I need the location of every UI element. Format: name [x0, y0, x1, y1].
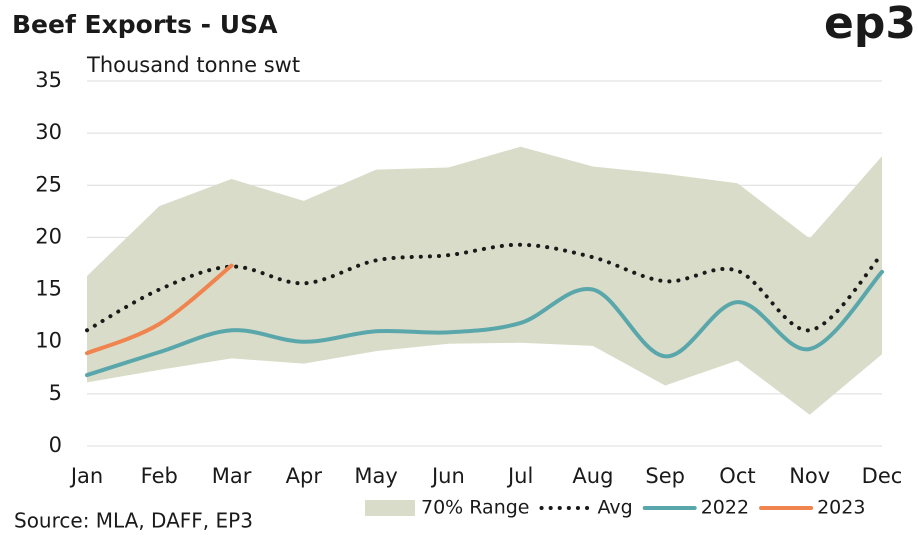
y-tick-label: 0: [49, 433, 62, 457]
source: Source: MLA, DAFF, EP3: [14, 509, 253, 533]
x-tick-label: Dec: [862, 464, 903, 488]
y-tick-label: 10: [35, 329, 62, 353]
x-tick-label: Jul: [506, 464, 533, 488]
chart-title: Beef Exports - USA: [12, 10, 278, 39]
y-axis-label: Thousand tonne swt: [86, 53, 300, 77]
x-tick-label: Jan: [69, 464, 103, 488]
series-line: [85, 263, 234, 356]
legend-swatch: [365, 500, 415, 516]
range-band: [87, 146, 882, 415]
x-tick-label: Sep: [645, 464, 685, 488]
legend-label: 70% Range: [421, 497, 530, 519]
x-tick-label: Oct: [719, 464, 755, 488]
x-tick-label: Feb: [141, 464, 178, 488]
logo: ep3: [824, 0, 916, 49]
x-tick-label: Mar: [212, 464, 252, 488]
y-tick-label: 30: [35, 120, 62, 144]
legend-label: 2023: [817, 497, 865, 519]
y-tick-label: 25: [35, 172, 62, 196]
series-line: [85, 269, 884, 378]
y-tick-label: 35: [35, 68, 62, 92]
x-tick-label: Apr: [286, 464, 323, 488]
y-tick-label: 20: [35, 224, 62, 248]
y-tick-label: 15: [35, 277, 62, 301]
series-line: [85, 242, 884, 333]
y-tick-label: 5: [49, 381, 62, 405]
x-tick-label: May: [354, 464, 397, 488]
legend-label: 2022: [701, 497, 749, 519]
x-tick-label: Nov: [789, 464, 830, 488]
legend-label: Avg: [598, 497, 633, 519]
x-tick-label: Aug: [572, 464, 613, 488]
x-tick-label: Jun: [430, 464, 465, 488]
